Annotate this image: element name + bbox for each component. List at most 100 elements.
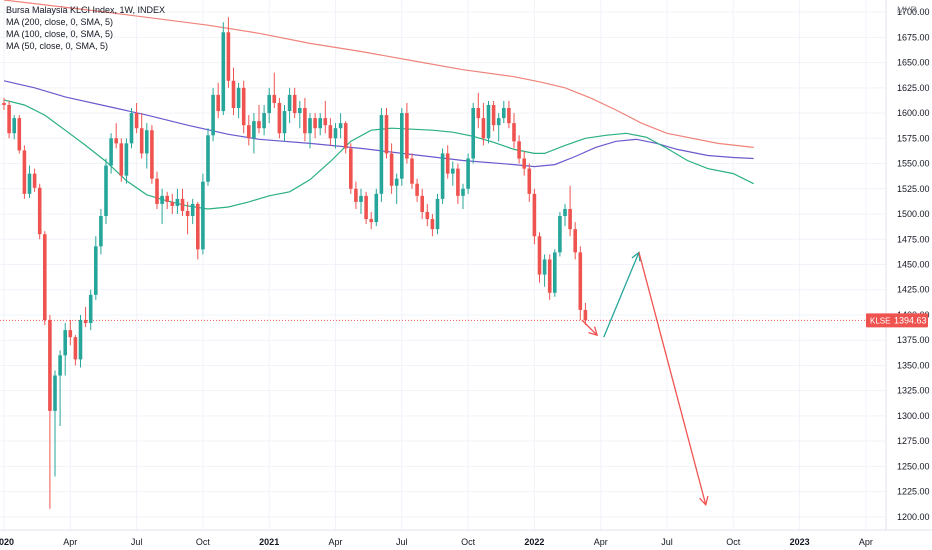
candle-body bbox=[573, 229, 577, 253]
candle-body bbox=[435, 198, 440, 230]
candle-body bbox=[364, 195, 368, 220]
y-tick-label: 1275.00 bbox=[897, 436, 930, 446]
x-tick-label: 2023 bbox=[790, 537, 810, 547]
candle-body bbox=[456, 168, 460, 196]
candle-body bbox=[2, 102, 6, 105]
y-tick-label: 1425.00 bbox=[897, 285, 930, 295]
candle-body bbox=[313, 118, 317, 129]
candle-body bbox=[68, 330, 73, 338]
y-tick-label: 1325.00 bbox=[897, 386, 930, 396]
candle-body bbox=[94, 246, 98, 295]
x-tick-label: Oct bbox=[196, 537, 211, 547]
candle-body bbox=[384, 115, 389, 154]
candle-body bbox=[257, 121, 261, 129]
candle-body bbox=[369, 219, 373, 223]
candle-body bbox=[451, 168, 455, 174]
candle-body bbox=[415, 183, 419, 196]
candle-body bbox=[190, 203, 195, 217]
candle-body bbox=[99, 216, 103, 247]
y-tick-label: 1500.00 bbox=[897, 209, 930, 219]
y-axis-unit: MYR bbox=[897, 5, 918, 15]
candle-body bbox=[247, 125, 251, 139]
y-tick-label: 1350.00 bbox=[897, 360, 930, 370]
candle-body bbox=[17, 118, 22, 151]
ma-line-ma200 bbox=[3, 0, 754, 148]
candle-body bbox=[303, 108, 307, 134]
candle-body bbox=[58, 355, 62, 376]
candle-body bbox=[48, 320, 52, 411]
candle-body bbox=[27, 173, 32, 194]
candle-body bbox=[394, 178, 399, 186]
x-tick-label: Oct bbox=[461, 537, 476, 547]
candle-body bbox=[343, 123, 348, 149]
candle-body bbox=[12, 118, 16, 134]
candle-body bbox=[502, 108, 506, 119]
candle-body bbox=[491, 104, 496, 126]
candle-body bbox=[542, 259, 547, 275]
candle-body bbox=[43, 234, 47, 321]
candle-body bbox=[568, 208, 572, 230]
candle-body bbox=[22, 150, 27, 194]
candle-body bbox=[78, 320, 83, 360]
candle-body bbox=[277, 102, 282, 134]
candle-body bbox=[53, 375, 57, 411]
candle-body bbox=[185, 210, 190, 217]
candle-body bbox=[420, 195, 424, 212]
candle-body bbox=[216, 94, 220, 112]
y-tick-label: 1675.00 bbox=[897, 32, 930, 42]
x-tick-label: 2021 bbox=[259, 537, 279, 547]
indicator-ma200-label: MA (200, close, 0, SMA, 5) bbox=[6, 17, 114, 27]
x-tick-label: Jul bbox=[131, 537, 143, 547]
y-tick-label: 1600.00 bbox=[897, 108, 930, 118]
y-tick-label: 1300.00 bbox=[897, 411, 930, 421]
candle-body bbox=[563, 208, 567, 217]
candle-body bbox=[461, 188, 465, 196]
candle-body bbox=[527, 168, 532, 194]
candle-body bbox=[32, 173, 37, 188]
last-price-badge[interactable] bbox=[866, 313, 928, 328]
candle-body bbox=[379, 115, 384, 194]
candle-body bbox=[359, 195, 363, 202]
candle-body bbox=[7, 104, 11, 134]
candle-body bbox=[180, 198, 185, 211]
candle-body bbox=[150, 130, 154, 179]
last-price-symbol: KLSE bbox=[870, 316, 890, 325]
candle-body bbox=[486, 104, 491, 139]
candle-body bbox=[272, 94, 277, 103]
x-tick-label: Apr bbox=[63, 537, 77, 547]
candle-body bbox=[292, 94, 297, 114]
y-tick-label: 1650.00 bbox=[897, 58, 930, 68]
chart-legend: Bursa Malaysia KLCI Index, 1W, INDEX MA … bbox=[6, 4, 165, 52]
candle-body bbox=[430, 219, 435, 230]
x-tick-label: Jul bbox=[661, 537, 673, 547]
candle-body bbox=[405, 113, 409, 159]
candle-body bbox=[553, 252, 557, 293]
candle-body bbox=[517, 141, 521, 159]
candle-body bbox=[83, 320, 88, 324]
x-tick-label: Oct bbox=[726, 537, 741, 547]
candle-body bbox=[308, 118, 312, 134]
y-tick-label: 1475.00 bbox=[897, 234, 930, 244]
y-tick-label: 1625.00 bbox=[897, 83, 930, 93]
candle-body bbox=[109, 138, 113, 166]
annotation-arrow-line bbox=[581, 319, 598, 336]
candle-body bbox=[236, 87, 241, 109]
candle-body bbox=[139, 128, 144, 154]
candle-body bbox=[196, 203, 200, 250]
y-tick-label: 1375.00 bbox=[897, 335, 930, 345]
candle-body bbox=[175, 198, 180, 206]
y-tick-label: 1550.00 bbox=[897, 159, 930, 169]
candle-body bbox=[328, 125, 333, 139]
candle-body bbox=[88, 294, 93, 324]
x-tick-label: Apr bbox=[328, 537, 342, 547]
candle-body bbox=[512, 123, 516, 142]
candle-body bbox=[155, 178, 159, 204]
candle-body bbox=[410, 158, 414, 184]
y-tick-label: 1525.00 bbox=[897, 184, 930, 194]
candle-body bbox=[349, 148, 353, 189]
candle-body bbox=[323, 118, 328, 126]
candle-body bbox=[114, 138, 118, 144]
candle-body bbox=[145, 130, 149, 154]
candle-body bbox=[425, 212, 430, 220]
